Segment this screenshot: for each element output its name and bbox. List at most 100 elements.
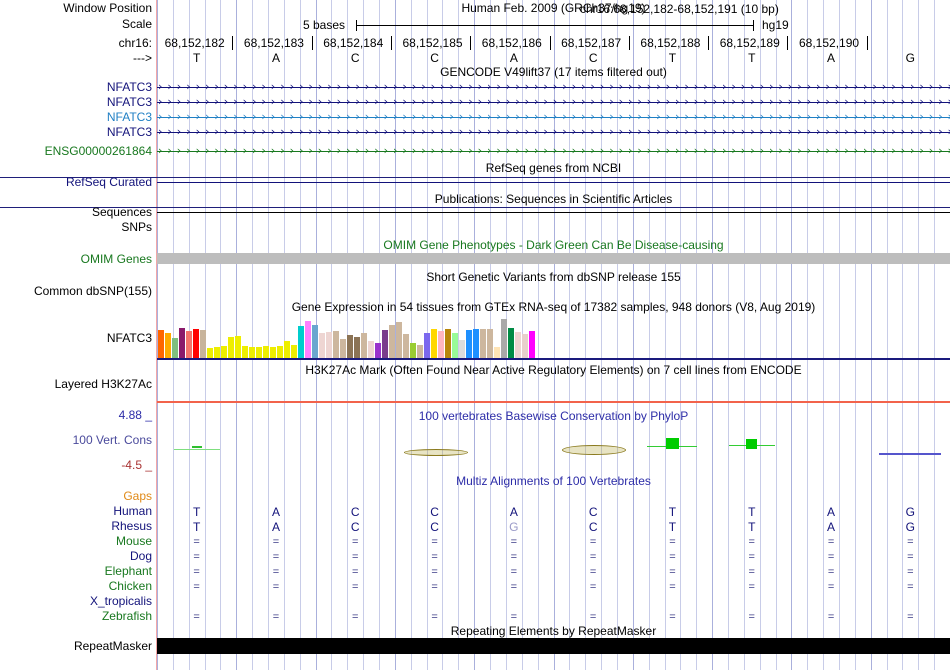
gtex-tissue-bar[interactable]: [298, 326, 305, 359]
gtex-tissue-bar[interactable]: [221, 346, 228, 359]
gtex-tissue-bar[interactable]: [466, 330, 473, 359]
gtex-tissue-bar[interactable]: [375, 343, 382, 359]
gtex-tissue-bar[interactable]: [396, 322, 403, 359]
gtex-tissue-bar[interactable]: [207, 348, 214, 359]
gtex-tissue-bar[interactable]: [529, 331, 536, 359]
gtex-tissue-bar[interactable]: [172, 338, 179, 359]
gtex-tissue-bar[interactable]: [214, 347, 221, 359]
gencode-transcript-row[interactable]: › › › › › › › › › › › › › › › › › › › › › › › › › › › › › › › › › › › › › › › ›…: [157, 127, 950, 138]
gtex-tissue-bar[interactable]: [431, 329, 438, 359]
gtex-tissue-bar[interactable]: [382, 330, 389, 359]
gtex-tissue-bar[interactable]: [228, 337, 235, 359]
gtex-tissue-bar[interactable]: [459, 340, 466, 359]
phylop-conservation-plot[interactable]: [157, 425, 950, 473]
gtex-tissue-bar[interactable]: [333, 331, 340, 359]
multiz-base: C: [350, 520, 360, 534]
gtex-tissue-bar[interactable]: [193, 329, 200, 359]
gencode-gene-label[interactable]: NFATC3: [106, 95, 152, 109]
multiz-gap-mark: =: [193, 611, 200, 623]
multiz-species-label[interactable]: Human: [113, 504, 152, 518]
gtex-tissue-bar[interactable]: [340, 339, 347, 359]
multiz-base: A: [827, 520, 836, 534]
common-dbsnp-label[interactable]: Common dbSNP(155): [33, 284, 152, 298]
gtex-tissue-bar[interactable]: [249, 347, 256, 359]
gtex-tissue-bar[interactable]: [354, 337, 361, 359]
gencode-transcript-row[interactable]: › › › › › › › › › › › › › › › › › › › › › › › › › › › › › › › › › › › › › › › ›…: [157, 146, 950, 157]
gtex-tissue-bar[interactable]: [291, 345, 298, 359]
multiz-species-label[interactable]: Mouse: [115, 534, 152, 548]
gtex-tissue-bar[interactable]: [438, 331, 445, 359]
layered-h3k27ac-label[interactable]: Layered H3K27Ac: [54, 377, 152, 391]
grid-line: [823, 0, 824, 670]
multiz-gap-mark: =: [431, 566, 438, 578]
repeatmasker-bar[interactable]: [157, 638, 950, 654]
gencode-track-title: GENCODE V49lift37 (17 items filtered out…: [440, 65, 667, 79]
gtex-tissue-bar[interactable]: [487, 329, 494, 359]
multiz-species-label[interactable]: Gaps: [123, 489, 152, 503]
multiz-gap-mark: =: [352, 611, 359, 623]
gtex-tissue-bar[interactable]: [326, 332, 333, 359]
gtex-tissue-bar[interactable]: [403, 334, 410, 359]
gtex-tissue-bar[interactable]: [242, 346, 249, 359]
gtex-tissue-bar[interactable]: [445, 329, 452, 359]
gtex-tissue-bar[interactable]: [277, 346, 284, 359]
sequences-label[interactable]: Sequences: [91, 205, 152, 219]
repeatmasker-label[interactable]: RepeatMasker: [73, 639, 152, 653]
gtex-tissue-bar[interactable]: [522, 334, 529, 359]
gencode-gene-label[interactable]: NFATC3: [106, 110, 152, 124]
gtex-expression-chart[interactable]: [158, 317, 536, 359]
gtex-tissue-bar[interactable]: [179, 328, 186, 359]
omim-genes-label[interactable]: OMIM Genes: [80, 252, 152, 266]
gtex-tissue-bar[interactable]: [494, 347, 501, 359]
multiz-species-label[interactable]: Rhesus: [111, 519, 152, 533]
gtex-tissue-bar[interactable]: [305, 321, 312, 359]
gtex-tissue-bar[interactable]: [256, 347, 263, 359]
gtex-tissue-bar[interactable]: [501, 319, 508, 359]
gtex-tissue-bar[interactable]: [200, 330, 207, 359]
gtex-tissue-bar[interactable]: [263, 346, 270, 359]
gtex-tissue-bar[interactable]: [424, 333, 431, 359]
gtex-tissue-bar[interactable]: [347, 335, 354, 359]
multiz-species-label[interactable]: X_tropicalis: [89, 594, 152, 608]
snps-label[interactable]: SNPs: [121, 220, 152, 234]
gtex-tissue-bar[interactable]: [284, 341, 291, 359]
gtex-tissue-bar[interactable]: [480, 329, 487, 359]
gencode-transcript-row[interactable]: › › › › › › › › › › › › › › › › › › › › › › › › › › › › › › › › › › › › › › › ›…: [157, 82, 950, 93]
gencode-transcript-row[interactable]: › › › › › › › › › › › › › › › › › › › › › › › › › › › › › › › › › › › › › › › ›…: [157, 112, 950, 123]
phylop-track-label[interactable]: 100 Vert. Cons: [72, 433, 152, 447]
gtex-tissue-bar[interactable]: [270, 347, 277, 359]
gtex-tissue-bar[interactable]: [389, 325, 396, 359]
gtex-tissue-bar[interactable]: [158, 330, 165, 359]
gencode-gene-label[interactable]: NFATC3: [106, 125, 152, 139]
gtex-tissue-bar[interactable]: [165, 333, 172, 359]
multiz-species-label[interactable]: Elephant: [104, 564, 152, 578]
gtex-tissue-bar[interactable]: [235, 336, 242, 359]
multiz-gap-mark: =: [352, 536, 359, 548]
multiz-gap-mark: =: [510, 551, 518, 563]
multiz-gap-mark: =: [907, 551, 914, 563]
gtex-gene-label[interactable]: NFATC3: [106, 331, 152, 345]
omim-gene-bar[interactable]: [157, 253, 950, 264]
gtex-tissue-bar[interactable]: [417, 345, 424, 359]
gtex-tissue-bar[interactable]: [368, 341, 375, 359]
multiz-gap-mark: =: [272, 611, 280, 623]
gtex-tissue-bar[interactable]: [319, 333, 326, 359]
gtex-tissue-bar[interactable]: [452, 333, 459, 359]
multiz-gap-mark: =: [589, 581, 597, 593]
gencode-gene-label[interactable]: NFATC3: [106, 80, 152, 94]
multiz-species-label[interactable]: Zebrafish: [101, 609, 152, 623]
gtex-tissue-bar[interactable]: [515, 332, 522, 359]
gtex-tissue-bar[interactable]: [473, 329, 480, 359]
multiz-species-label[interactable]: Dog: [129, 549, 152, 563]
gtex-tissue-bar[interactable]: [410, 343, 417, 359]
gencode-transcript-row[interactable]: › › › › › › › › › › › › › › › › › › › › › › › › › › › › › › › › › › › › › › › ›…: [157, 97, 950, 108]
gtex-tissue-bar[interactable]: [186, 331, 193, 359]
multiz-species-label[interactable]: Chicken: [108, 579, 152, 593]
gencode-gene-label[interactable]: ENSG00000261864: [44, 144, 152, 158]
gtex-tissue-bar[interactable]: [361, 333, 368, 359]
gtex-tissue-bar[interactable]: [312, 325, 319, 359]
ruler-coordinate: 68,152,187: [561, 36, 622, 50]
refseq-curated-label[interactable]: RefSeq Curated: [65, 175, 152, 189]
gtex-tissue-bar[interactable]: [508, 328, 515, 359]
